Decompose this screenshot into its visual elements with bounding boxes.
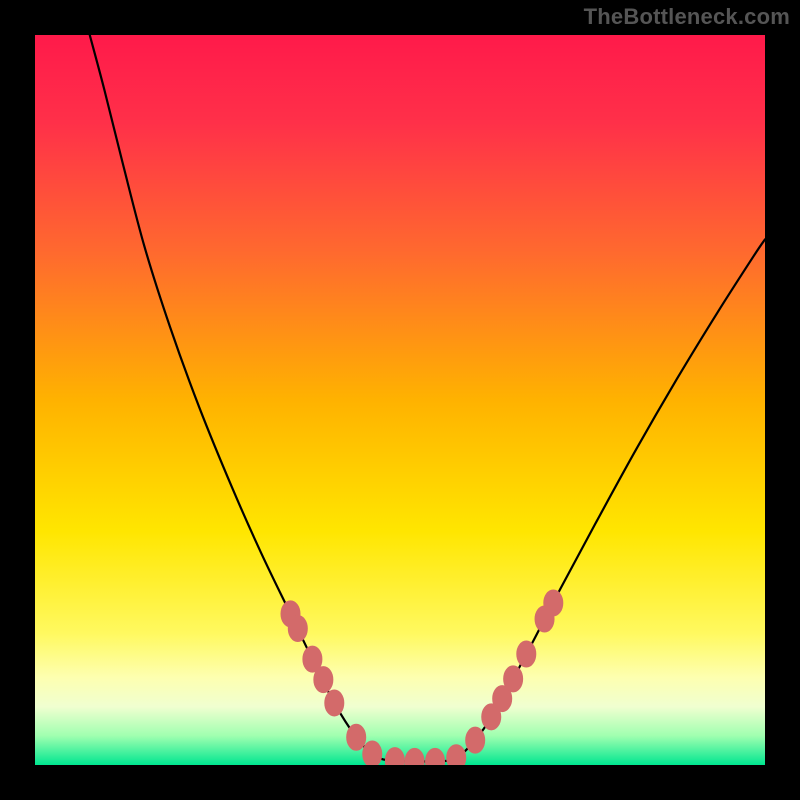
data-marker: [385, 748, 404, 774]
data-marker: [288, 615, 307, 641]
watermark-text: TheBottleneck.com: [584, 4, 790, 30]
data-marker: [314, 667, 333, 693]
data-marker: [517, 641, 536, 667]
data-marker: [347, 724, 366, 750]
data-marker: [363, 741, 382, 767]
data-marker: [426, 748, 445, 774]
data-marker: [544, 590, 563, 616]
chart-container: TheBottleneck.com: [0, 0, 800, 800]
data-marker: [466, 727, 485, 753]
plot-background-gradient: [35, 35, 765, 765]
chart-svg: [0, 0, 800, 800]
data-marker: [504, 666, 523, 692]
data-marker: [325, 690, 344, 716]
data-marker: [405, 748, 424, 774]
data-marker: [447, 745, 466, 771]
